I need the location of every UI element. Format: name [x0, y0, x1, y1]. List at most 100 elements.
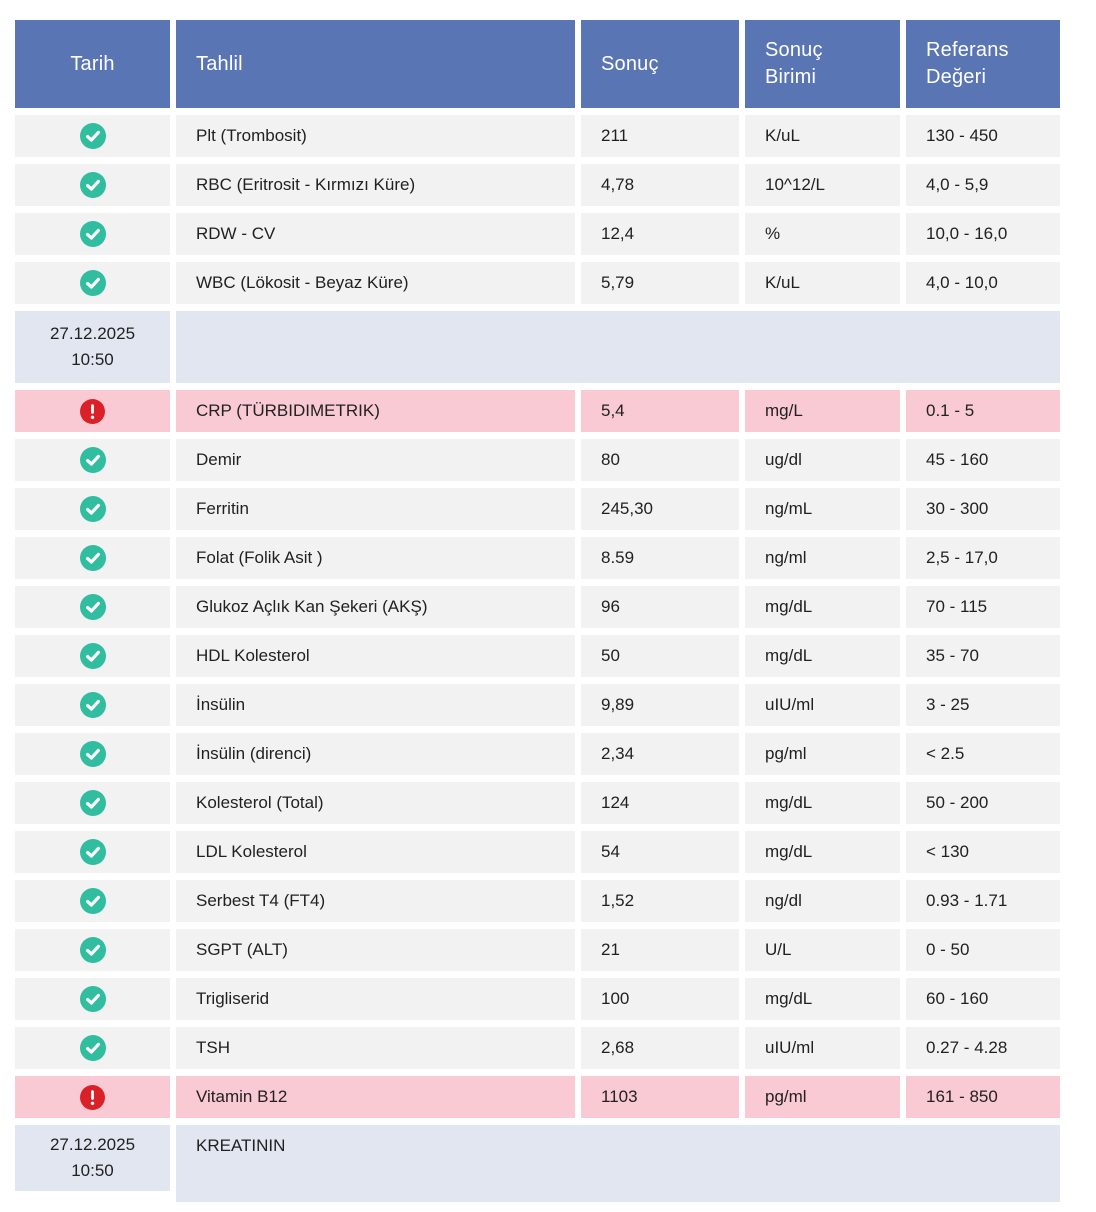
reference-range-cell: 161 - 850	[906, 1076, 1060, 1118]
result-cell: 1103	[581, 1076, 739, 1118]
column-header-referans-degeri: Referans Değeri	[906, 20, 1060, 108]
check-circle-icon	[79, 741, 106, 767]
status-cell	[15, 684, 170, 726]
check-circle-icon	[79, 986, 106, 1012]
column-header-sonuc: Sonuç	[581, 20, 739, 108]
test-name-cell: RDW - CV	[176, 213, 575, 255]
result-unit-cell: K/uL	[745, 262, 900, 304]
status-cell	[15, 929, 170, 971]
reference-range-cell: 0 - 50	[906, 929, 1060, 971]
result-cell: 80	[581, 439, 739, 481]
reference-range-cell: 3 - 25	[906, 684, 1060, 726]
table-row: Trigliserid 100 mg/dL 60 - 160	[15, 978, 1061, 1020]
column-header-label: Sonuç Birimi	[765, 39, 823, 88]
result-unit-cell: pg/ml	[745, 1076, 900, 1118]
result-cell: 54	[581, 831, 739, 873]
reference-range-cell: 4,0 - 5,9	[906, 164, 1060, 206]
table-row-abnormal: CRP (TÜRBIDIMETRIK) 5,4 mg/L 0.1 - 5	[15, 390, 1061, 432]
check-circle-icon	[79, 496, 106, 522]
test-name-cell: WBC (Lökosit - Beyaz Küre)	[176, 262, 575, 304]
date-cell: 27.12.2025 10:50	[15, 1125, 170, 1191]
reference-range-cell: 45 - 160	[906, 439, 1060, 481]
date-text: 27.12.2025	[49, 1134, 136, 1154]
test-name-cell: Demir	[176, 439, 575, 481]
table-header-row: Tarih Tahlil Sonuç Sonuç Birimi Referans…	[15, 20, 1061, 108]
result-unit-cell: 10^12/L	[745, 164, 900, 206]
check-circle-icon	[79, 447, 106, 473]
reference-range-cell: 2,5 - 17,0	[906, 537, 1060, 579]
test-name-cell: TSH	[176, 1027, 575, 1069]
table-row: Kolesterol (Total) 124 mg/dL 50 - 200	[15, 782, 1061, 824]
status-cell	[15, 439, 170, 481]
test-name-cell: HDL Kolesterol	[176, 635, 575, 677]
result-cell: 12,4	[581, 213, 739, 255]
result-cell: 21	[581, 929, 739, 971]
check-circle-icon	[79, 790, 106, 816]
table-body: Plt (Trombosit) 211 K/uL 130 - 450 RBC (Eri…	[15, 115, 1061, 1202]
result-unit-cell: uIU/ml	[745, 684, 900, 726]
test-name-cell: Plt (Trombosit)	[176, 115, 575, 157]
check-circle-icon	[79, 221, 106, 247]
date-group-row: 27.12.2025 10:50 KREATININ	[15, 1125, 1061, 1202]
result-cell: 5,79	[581, 262, 739, 304]
result-unit-cell: ug/dl	[745, 439, 900, 481]
test-name-cell: CRP (TÜRBIDIMETRIK)	[176, 390, 575, 432]
status-cell	[15, 115, 170, 157]
result-cell: 2,34	[581, 733, 739, 775]
reference-range-cell: 50 - 200	[906, 782, 1060, 824]
column-header-tarih: Tarih	[15, 20, 170, 108]
date-group-label-cell	[176, 311, 1060, 383]
exclamation-circle-icon	[80, 398, 105, 424]
result-unit-cell: pg/ml	[745, 733, 900, 775]
result-unit-cell: mg/L	[745, 390, 900, 432]
column-header-label: Sonuç	[601, 52, 659, 75]
test-name-cell: RBC (Eritrosit - Kırmızı Küre)	[176, 164, 575, 206]
test-name-cell: İnsülin (direnci)	[176, 733, 575, 775]
result-cell: 4,78	[581, 164, 739, 206]
test-name-cell: Glukoz Açlık Kan Şekeri (AKŞ)	[176, 586, 575, 628]
time-text: 10:50	[71, 350, 114, 369]
check-circle-icon	[79, 594, 106, 620]
column-header-label: Tahlil	[196, 52, 243, 75]
result-unit-cell: mg/dL	[745, 831, 900, 873]
result-unit-cell: ng/ml	[745, 537, 900, 579]
reference-range-cell: 60 - 160	[906, 978, 1060, 1020]
test-name-cell: Folat (Folik Asit )	[176, 537, 575, 579]
result-cell: 96	[581, 586, 739, 628]
table-row: İnsülin (direnci) 2,34 pg/ml < 2.5	[15, 733, 1061, 775]
check-circle-icon	[79, 839, 106, 865]
test-name-cell: SGPT (ALT)	[176, 929, 575, 971]
reference-range-cell: 130 - 450	[906, 115, 1060, 157]
test-name-cell: İnsülin	[176, 684, 575, 726]
table-row: HDL Kolesterol 50 mg/dL 35 - 70	[15, 635, 1061, 677]
column-header-label: Referans Değeri	[926, 39, 1009, 88]
table-row: WBC (Lökosit - Beyaz Küre) 5,79 K/uL 4,0 - …	[15, 262, 1061, 304]
test-name-cell: Kolesterol (Total)	[176, 782, 575, 824]
check-circle-icon	[79, 643, 106, 669]
reference-range-cell: 30 - 300	[906, 488, 1060, 530]
table-row-abnormal: Vitamin B12 1103 pg/ml 161 - 850	[15, 1076, 1061, 1118]
status-cell	[15, 733, 170, 775]
column-header-label: Tarih	[70, 52, 115, 75]
test-name-cell: LDL Kolesterol	[176, 831, 575, 873]
result-unit-cell: mg/dL	[745, 978, 900, 1020]
table-row: Plt (Trombosit) 211 K/uL 130 - 450	[15, 115, 1061, 157]
date-group-label-cell: KREATININ	[176, 1125, 1060, 1202]
result-unit-cell: K/uL	[745, 115, 900, 157]
check-circle-icon	[79, 888, 106, 914]
reference-range-cell: 4,0 - 10,0	[906, 262, 1060, 304]
status-cell	[15, 880, 170, 922]
table-row: Glukoz Açlık Kan Şekeri (AKŞ) 96 mg/dL 70 -…	[15, 586, 1061, 628]
reference-range-cell: 10,0 - 16,0	[906, 213, 1060, 255]
status-cell	[15, 537, 170, 579]
column-header-sonuc-birimi: Sonuç Birimi	[745, 20, 900, 108]
result-cell: 1,52	[581, 880, 739, 922]
date-group-row: 27.12.2025 10:50	[15, 311, 1061, 383]
status-cell	[15, 390, 170, 432]
result-unit-cell: U/L	[745, 929, 900, 971]
result-unit-cell: uIU/ml	[745, 1027, 900, 1069]
result-cell: 2,68	[581, 1027, 739, 1069]
table-row: TSH 2,68 uIU/ml 0.27 - 4.28	[15, 1027, 1061, 1069]
reference-range-cell: 70 - 115	[906, 586, 1060, 628]
status-cell	[15, 978, 170, 1020]
